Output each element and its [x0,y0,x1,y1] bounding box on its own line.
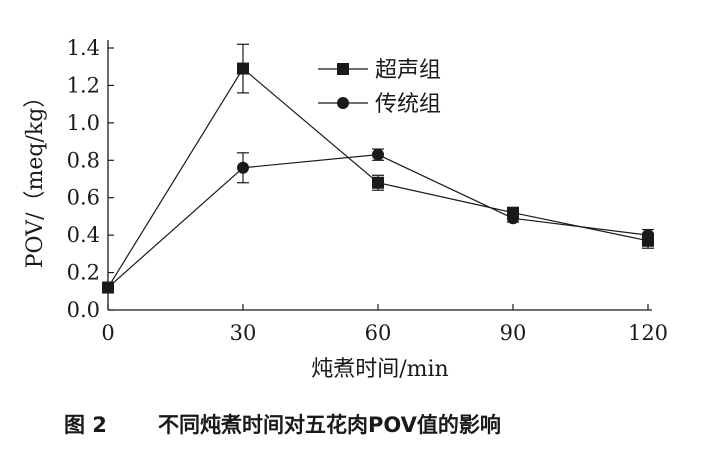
figure-number: 图 2 [64,413,107,437]
y-tick-label: 0.6 [67,186,100,210]
y-tick-label: 1.2 [67,73,100,97]
y-tick-label: 0.8 [67,148,100,172]
data-point [642,229,654,242]
ticks: 0.0 0.2 0.4 0.6 0.8 1.0 1.2 1.4 0 30 60 90 120 [67,36,668,345]
line-chart: 0.0 0.2 0.4 0.6 0.8 1.0 1.2 1.4 0 30 60 90 120 超声组传统… [23,36,668,382]
data-point [372,148,384,161]
y-tick-label: 1.4 [67,36,100,60]
legend-marker [337,97,349,109]
x-tick-label: 120 [628,321,668,345]
data-point [102,281,114,294]
series-2 [102,148,654,294]
y-tick-label: 0.2 [67,261,100,285]
x-tick-label: 0 [101,321,114,345]
x-tick-label: 30 [230,321,257,345]
y-tick-label: 0.4 [67,223,100,247]
y-tick-label: 1.0 [67,111,100,135]
legend-item: 超声组 [318,58,441,83]
figure-title: 不同炖煮时间对五花肉POV值的影响 [158,413,501,437]
data-point [507,212,519,225]
y-tick-label: 0.0 [67,298,100,322]
x-tick-label: 90 [500,321,527,345]
x-tick-label: 60 [365,321,392,345]
x-axis-label: 炖煮时间/min [311,357,448,382]
data-point [237,161,249,174]
legend-label: 超声组 [375,58,441,83]
y-axis-label: POV/（meq/kg） [23,86,48,269]
figure-caption: 图 2 不同炖煮时间对五花肉POV值的影响 [0,403,709,443]
legend-marker [337,63,349,75]
legend-label: 传统组 [375,92,441,117]
data-point [372,176,384,189]
series-layer [102,43,654,294]
series-line [107,154,649,288]
data-point [237,62,249,75]
legend-item: 传统组 [318,92,441,117]
